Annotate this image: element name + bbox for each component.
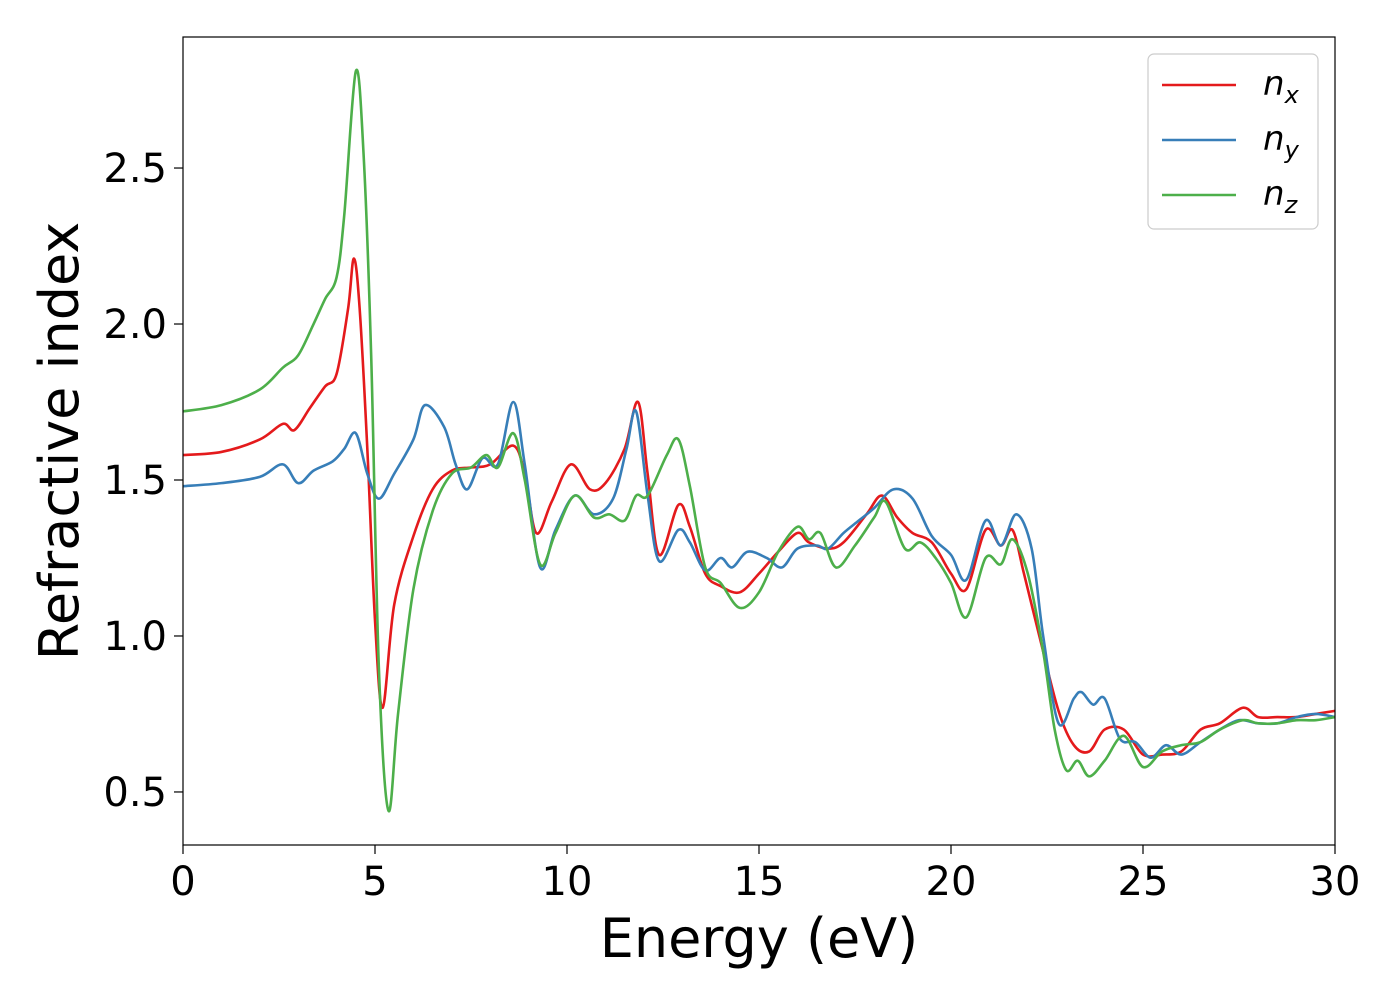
legend: nx ny nz <box>1147 53 1319 230</box>
x-axis-label: Energy (eV) <box>600 907 919 970</box>
legend-label-x: nx <box>1263 64 1300 109</box>
x-tick-label: 25 <box>1118 859 1169 905</box>
legend-label-y: ny <box>1263 119 1300 164</box>
series-line-z <box>183 68 1335 813</box>
y-tick-label: 1.5 <box>103 458 167 504</box>
legend-box <box>1147 53 1319 230</box>
y-tick-label: 1.0 <box>103 614 167 660</box>
x-tick-label: 10 <box>542 859 593 905</box>
x-tick-label: 5 <box>362 859 387 905</box>
y-axis-label: Refractive index <box>28 222 91 661</box>
plot-area <box>183 37 1335 845</box>
series-line-x <box>183 257 1335 758</box>
y-tick-label: 2.0 <box>103 302 167 348</box>
x-tick-label: 0 <box>170 859 195 905</box>
x-tick-label: 15 <box>734 859 785 905</box>
y-tick-label: 2.5 <box>103 146 167 192</box>
y-tick-label: 0.5 <box>103 770 167 816</box>
x-tick-label: 30 <box>1310 859 1361 905</box>
legend-label-z: nz <box>1263 174 1299 219</box>
x-tick-label: 20 <box>926 859 977 905</box>
